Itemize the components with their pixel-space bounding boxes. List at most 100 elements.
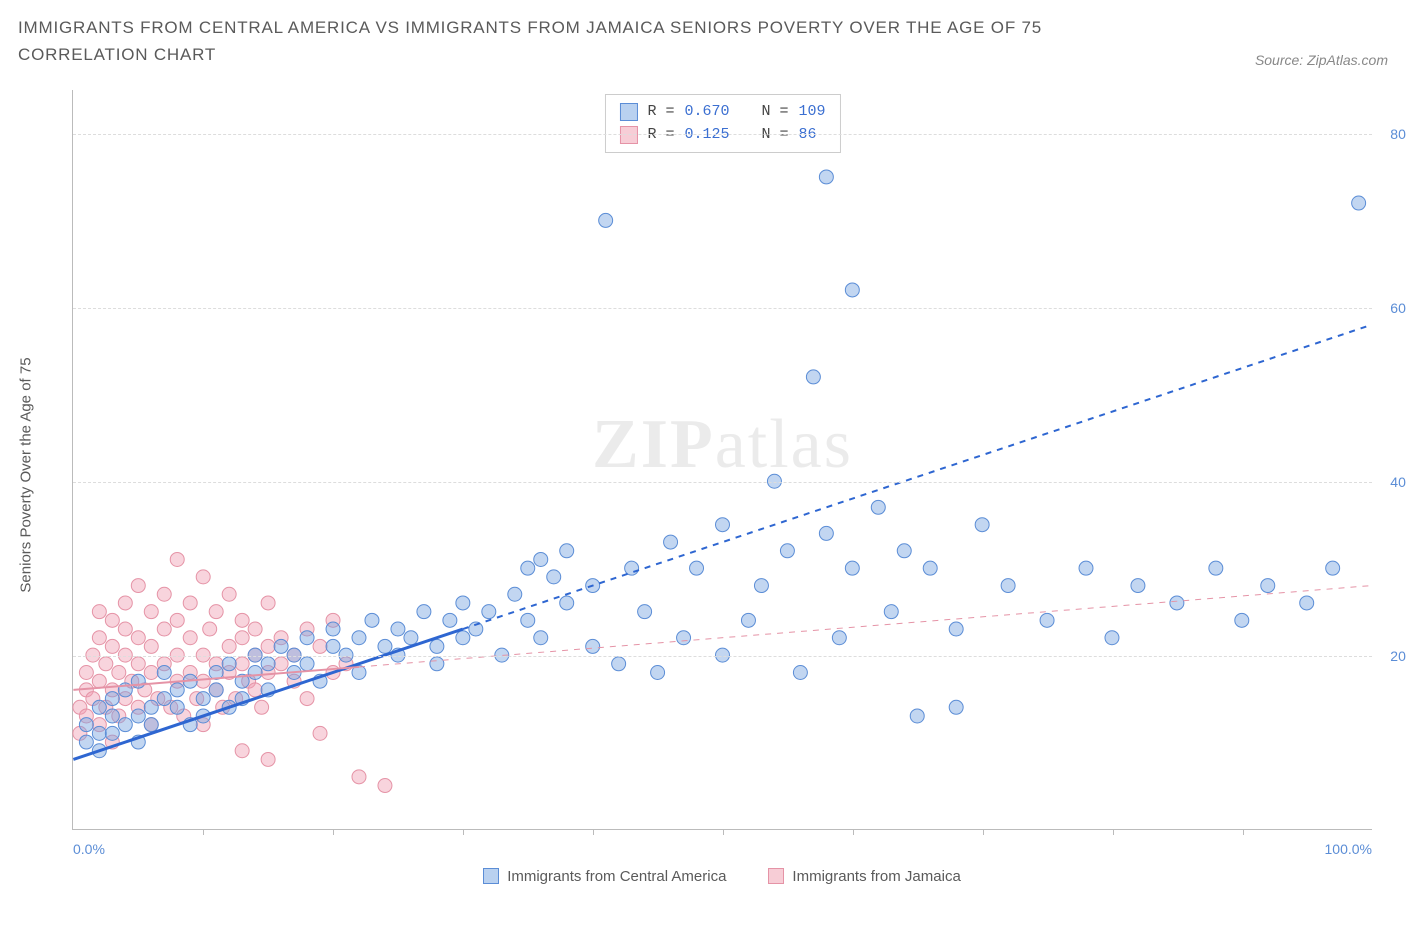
- scatter-point: [261, 639, 275, 653]
- scatter-point: [949, 622, 963, 636]
- scatter-point: [92, 674, 106, 688]
- scatter-point: [105, 709, 119, 723]
- scatter-point: [884, 605, 898, 619]
- scatter-point: [326, 622, 340, 636]
- stat-n-value: 86: [799, 124, 817, 147]
- scatter-point: [819, 170, 833, 184]
- scatter-point: [871, 500, 885, 514]
- scatter-point: [157, 666, 171, 680]
- scatter-point: [534, 552, 548, 566]
- x-tick: [1113, 829, 1114, 835]
- legend-label: Immigrants from Central America: [507, 868, 726, 885]
- scatter-point: [560, 596, 574, 610]
- chart-header: IMMIGRANTS FROM CENTRAL AMERICA VS IMMIG…: [0, 0, 1406, 74]
- scatter-point: [313, 726, 327, 740]
- stat-n-label: N =: [762, 124, 789, 147]
- scatter-point: [586, 639, 600, 653]
- x-axis-max-label: 100.0%: [1325, 841, 1372, 857]
- scatter-point: [1326, 561, 1340, 575]
- scatter-point: [170, 552, 184, 566]
- scatter-point: [170, 613, 184, 627]
- y-tick-label: 20.0%: [1390, 648, 1406, 664]
- scatter-point: [118, 622, 132, 636]
- y-axis-title: Seniors Poverty Over the Age of 75: [18, 357, 35, 592]
- scatter-point: [547, 570, 561, 584]
- scatter-point: [105, 613, 119, 627]
- legend-swatch: [483, 868, 499, 884]
- scatter-point: [183, 631, 197, 645]
- plot-svg: [73, 90, 1372, 829]
- scatter-point: [612, 657, 626, 671]
- scatter-point: [793, 666, 807, 680]
- scatter-point: [352, 770, 366, 784]
- scatter-point: [780, 544, 794, 558]
- scatter-point: [806, 370, 820, 384]
- scatter-point: [664, 535, 678, 549]
- scatter-point: [1300, 596, 1314, 610]
- x-tick: [983, 829, 984, 835]
- legend-swatch: [619, 126, 637, 144]
- scatter-point: [79, 718, 93, 732]
- chart-title: IMMIGRANTS FROM CENTRAL AMERICA VS IMMIG…: [18, 14, 1128, 68]
- y-tick-label: 60.0%: [1390, 300, 1406, 316]
- scatter-point: [203, 622, 217, 636]
- grid-line: [73, 656, 1372, 657]
- scatter-point: [222, 587, 236, 601]
- scatter-point: [651, 666, 665, 680]
- scatter-point: [443, 613, 457, 627]
- scatter-point: [534, 631, 548, 645]
- scatter-point: [261, 752, 275, 766]
- bottom-legend-item: Immigrants from Jamaica: [768, 868, 960, 885]
- legend-swatch: [619, 103, 637, 121]
- scatter-point: [638, 605, 652, 619]
- scatter-point: [1170, 596, 1184, 610]
- stat-r-value: 0.670: [684, 101, 729, 124]
- scatter-point: [1209, 561, 1223, 575]
- scatter-point: [391, 622, 405, 636]
- scatter-point: [677, 631, 691, 645]
- scatter-point: [235, 631, 249, 645]
- scatter-point: [313, 639, 327, 653]
- stats-legend-box: R =0.670N =109R =0.125N = 86: [604, 94, 840, 153]
- scatter-point: [92, 605, 106, 619]
- scatter-point: [910, 709, 924, 723]
- y-tick-label: 80.0%: [1390, 126, 1406, 142]
- scatter-point: [235, 744, 249, 758]
- scatter-point: [897, 544, 911, 558]
- scatter-point: [144, 666, 158, 680]
- scatter-point: [222, 657, 236, 671]
- x-tick: [463, 829, 464, 835]
- scatter-point: [79, 666, 93, 680]
- chart-area: Seniors Poverty Over the Age of 75 ZIPat…: [54, 90, 1384, 860]
- scatter-point: [1040, 613, 1054, 627]
- x-tick: [1243, 829, 1244, 835]
- scatter-point: [196, 692, 210, 706]
- scatter-point: [625, 561, 639, 575]
- scatter-point: [118, 596, 132, 610]
- scatter-point: [144, 718, 158, 732]
- scatter-point: [92, 700, 106, 714]
- scatter-point: [456, 631, 470, 645]
- stat-r-value: 0.125: [684, 124, 729, 147]
- stat-r-label: R =: [647, 101, 674, 124]
- x-axis-min-label: 0.0%: [73, 841, 105, 857]
- scatter-point: [741, 613, 755, 627]
- scatter-point: [235, 657, 249, 671]
- scatter-point: [274, 657, 288, 671]
- x-tick: [333, 829, 334, 835]
- scatter-point: [845, 561, 859, 575]
- scatter-point: [949, 700, 963, 714]
- scatter-point: [1261, 579, 1275, 593]
- scatter-point: [131, 657, 145, 671]
- scatter-point: [261, 657, 275, 671]
- bottom-legend-item: Immigrants from Central America: [483, 868, 726, 885]
- scatter-point: [690, 561, 704, 575]
- legend-label: Immigrants from Jamaica: [792, 868, 960, 885]
- scatter-point: [300, 631, 314, 645]
- x-tick: [593, 829, 594, 835]
- scatter-point: [326, 639, 340, 653]
- legend-swatch: [768, 868, 784, 884]
- scatter-point: [378, 639, 392, 653]
- scatter-point: [365, 613, 379, 627]
- scatter-point: [105, 726, 119, 740]
